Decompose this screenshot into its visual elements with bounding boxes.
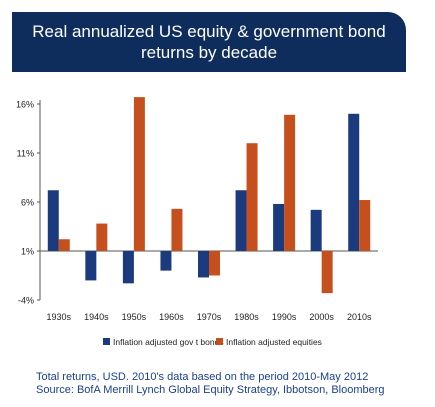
y-tick-label: 16% bbox=[16, 100, 34, 110]
x-tick-label: 1950s bbox=[122, 312, 147, 322]
bar-bonds-1970s bbox=[198, 251, 209, 278]
y-tick-label: 1% bbox=[21, 247, 34, 257]
bar-equities-1930s bbox=[58, 239, 70, 251]
x-tick-label: 1940s bbox=[84, 312, 109, 322]
bar-bonds-1960s bbox=[160, 251, 172, 271]
legend-swatch-equities bbox=[216, 338, 223, 345]
bar-equities-1940s bbox=[96, 223, 108, 251]
legend-label-equities: Inflation adjusted equities bbox=[226, 337, 322, 347]
bar-equities-1990s bbox=[284, 114, 296, 251]
legend-swatch-bonds bbox=[103, 338, 110, 345]
footnote-line-2: Source: BofA Merrill Lynch Global Equity… bbox=[36, 384, 385, 396]
x-tick-label: 1990s bbox=[272, 312, 297, 322]
x-tick-label: 1980s bbox=[234, 312, 259, 322]
footnote-line-1: Total returns, USD. 2010's data based on… bbox=[36, 371, 369, 383]
bar-equities-1970s bbox=[209, 251, 220, 276]
y-tick-label: 11% bbox=[17, 149, 34, 159]
bar-bonds-2010s bbox=[348, 113, 360, 251]
bar-bonds-1940s bbox=[85, 251, 97, 281]
legend-label-bonds: Inflation adjusted gov t bonds bbox=[113, 337, 224, 347]
chart-title-banner: Real annualized US equity & government b… bbox=[12, 12, 406, 72]
bar-bonds-2000s bbox=[310, 209, 322, 251]
x-tick-label: 1930s bbox=[47, 312, 72, 322]
footnote: Total returns, USD. 2010's data based on… bbox=[36, 371, 385, 397]
x-tick-label: 2000s bbox=[309, 312, 334, 322]
chart-bars bbox=[47, 97, 371, 294]
bar-equities-2000s bbox=[321, 251, 333, 294]
x-tick-label: 2010s bbox=[347, 312, 372, 322]
bar-bonds-1990s bbox=[273, 203, 285, 251]
bar-bonds-1930s bbox=[47, 190, 59, 251]
y-tick-label: -4% bbox=[18, 296, 34, 306]
bar-equities-1980s bbox=[246, 143, 258, 251]
x-tick-label: 1970s bbox=[197, 312, 222, 322]
bar-bonds-1950s bbox=[122, 251, 134, 284]
chart-title-line-1: Real annualized US equity & government b… bbox=[32, 22, 386, 41]
bar-equities-2010s bbox=[359, 200, 371, 251]
chart-legend: Inflation adjusted gov t bonds Inflation … bbox=[103, 337, 322, 347]
bar-equities-1960s bbox=[171, 208, 183, 251]
chart-title-line-2: returns by decade bbox=[140, 43, 278, 62]
bar-bonds-1980s bbox=[235, 190, 247, 251]
bar-equities-1950s bbox=[133, 97, 145, 251]
chart-axes: 16% 11% 6% 1% -4% 1930s 1940s 1950s 1960s 1970s 19… bbox=[16, 100, 378, 322]
y-tick-label: 6% bbox=[21, 198, 34, 208]
x-tick-label: 1960s bbox=[159, 312, 184, 322]
